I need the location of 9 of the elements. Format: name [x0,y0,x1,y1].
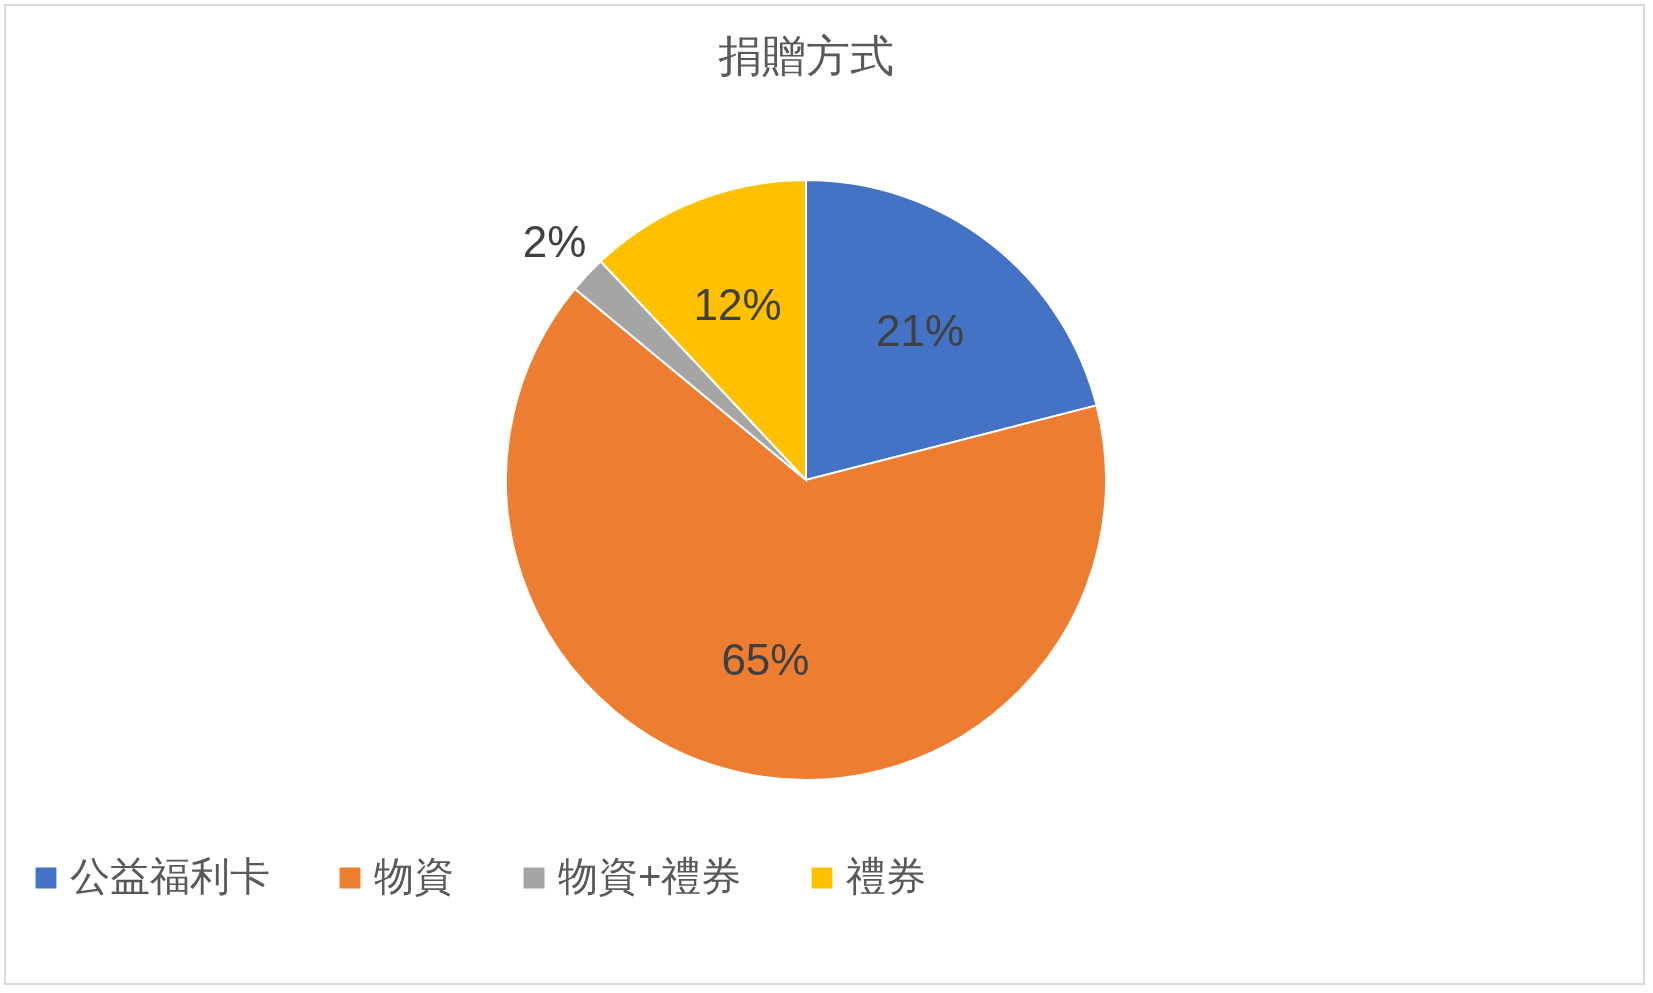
legend-label: 物資 [374,854,454,898]
data-label: 2% [522,216,587,266]
data-label: 12% [693,280,782,330]
chart-title: 捐贈方式 [718,31,894,80]
data-label: 21% [875,306,965,356]
legend-label: 禮券 [846,854,926,898]
data-label: 65% [721,634,810,684]
legend-label: 公益福利卡 [70,854,270,898]
legend-label: 物資+禮券 [558,854,742,898]
